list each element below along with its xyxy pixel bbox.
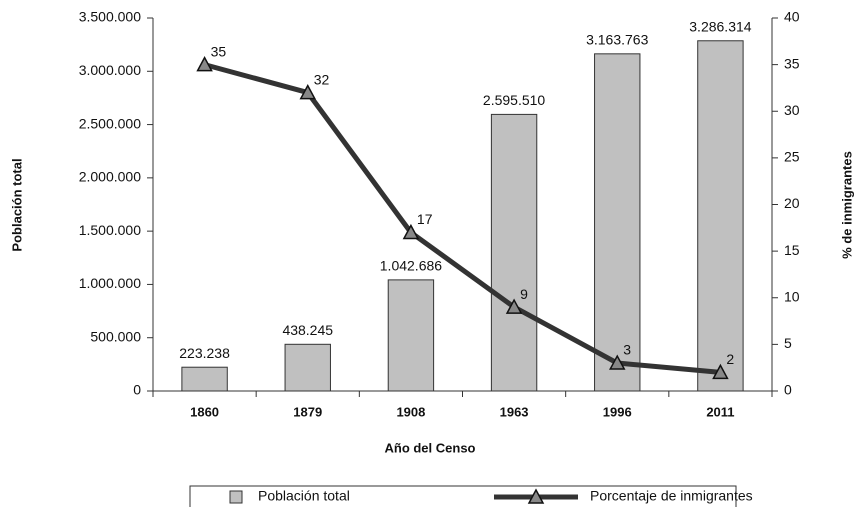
line-value-label: 35	[211, 43, 227, 59]
bar-value-label: 438.245	[282, 322, 333, 338]
legend-swatch	[229, 490, 243, 504]
bar	[181, 366, 228, 392]
bar	[490, 113, 538, 392]
line-marker	[712, 363, 729, 380]
y2-axis-label: % de inmigrantes	[839, 151, 854, 259]
legend-marker	[527, 488, 545, 504]
y-tick-label: 2.500.000	[79, 115, 141, 131]
y2-tick-label: 5	[784, 335, 792, 351]
bar-value-label: 1.042.686	[380, 258, 442, 274]
y2-tick-label: 35	[784, 55, 800, 71]
y2-tick-label: 40	[784, 9, 800, 25]
y-tick-label: 1.500.000	[79, 222, 141, 238]
y2-tick-label: 25	[784, 149, 800, 165]
x-tick-label: 1996	[603, 404, 632, 419]
legend-box	[189, 485, 737, 507]
y2-tick-label: 15	[784, 242, 800, 258]
x-tick-label: 1860	[190, 404, 219, 419]
y-tick-label: 3.000.000	[79, 62, 141, 78]
y2-tick-label: 30	[784, 102, 800, 118]
bar-value-label: 3.163.763	[586, 32, 648, 48]
line-value-label: 17	[417, 211, 433, 227]
line-value-label: 2	[726, 351, 734, 367]
bar-value-label: 3.286.314	[689, 18, 751, 34]
bar-value-label: 2.595.510	[483, 92, 545, 108]
bar-value-label: 223.238	[179, 345, 230, 361]
x-tick-label: 1963	[500, 404, 529, 419]
bar	[594, 53, 641, 392]
y-tick-label: 2.000.000	[79, 169, 141, 185]
legend-label: Población total	[258, 488, 350, 504]
x-tick-label: 2011	[706, 404, 734, 419]
x-tick-label: 1879	[293, 404, 322, 419]
x-tick-label: 1908	[396, 404, 425, 419]
x-axis-label: Año del Censo	[384, 440, 475, 455]
y-tick-label: 500.000	[90, 328, 141, 344]
y-tick-label: 1.000.000	[79, 275, 141, 291]
bar	[697, 40, 744, 392]
line-marker	[505, 298, 523, 314]
line-marker	[299, 84, 317, 100]
line-marker	[402, 223, 420, 240]
line-value-label: 9	[520, 286, 528, 302]
line-marker	[608, 354, 626, 370]
y-tick-label: 0	[133, 382, 141, 398]
line	[203, 62, 721, 375]
y2-tick-label: 0	[784, 382, 792, 398]
y2-tick-label: 10	[784, 288, 800, 304]
y-tick-label: 3.500.000	[79, 9, 141, 25]
legend-label: Porcentaje de inmigrantes	[590, 488, 753, 504]
bar	[387, 279, 435, 392]
y-axis-label: Población total	[9, 158, 24, 251]
y2-tick-label: 20	[784, 195, 800, 211]
line-marker	[196, 56, 213, 72]
line-value-label: 3	[623, 342, 631, 358]
bar	[284, 343, 331, 392]
line-value-label: 32	[314, 71, 330, 87]
